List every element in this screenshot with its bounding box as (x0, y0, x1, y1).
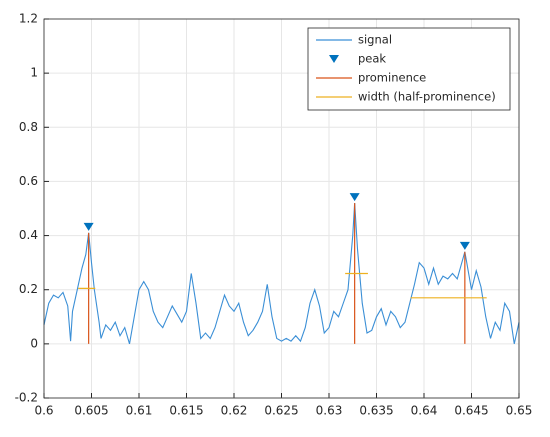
x-tick-label: 0.6 (34, 404, 53, 418)
y-tick-label: 0.4 (19, 228, 38, 242)
x-tick-label: 0.645 (454, 404, 488, 418)
legend-label: width (half-prominence) (358, 90, 496, 104)
x-tick-label: 0.635 (359, 404, 393, 418)
x-tick-label: 0.63 (316, 404, 343, 418)
peak-marker (83, 222, 94, 231)
x-tick-label: 0.65 (506, 404, 533, 418)
y-tick-label: 0.6 (19, 174, 38, 188)
plot-content (43, 193, 520, 345)
legend-marker (329, 55, 339, 63)
y-tick-label: 1 (30, 66, 38, 80)
legend-label: prominence (358, 71, 426, 85)
x-tick-label: 0.625 (264, 404, 298, 418)
peak-marker (349, 193, 360, 202)
x-tick-label: 0.64 (411, 404, 438, 418)
y-tick-label: 0 (30, 336, 38, 350)
x-tick-label: 0.61 (126, 404, 153, 418)
legend-box (307, 27, 511, 111)
x-tick-label: 0.62 (221, 404, 248, 418)
legend: signal peak prominence width (half-prominen… (307, 27, 511, 111)
legend-label: peak (358, 52, 386, 66)
peak-marker (459, 241, 470, 250)
y-tick-label: 0.2 (19, 282, 38, 296)
x-tick-label: 0.615 (169, 404, 203, 418)
x-tick-label: 0.605 (74, 404, 108, 418)
y-tick-label: -0.2 (15, 391, 38, 405)
y-tick-label: 0.8 (19, 120, 38, 134)
y-tick-label: 1.2 (19, 12, 38, 26)
signal-line (43, 203, 520, 345)
axes-box (43, 18, 520, 399)
legend-label: signal (358, 33, 392, 47)
